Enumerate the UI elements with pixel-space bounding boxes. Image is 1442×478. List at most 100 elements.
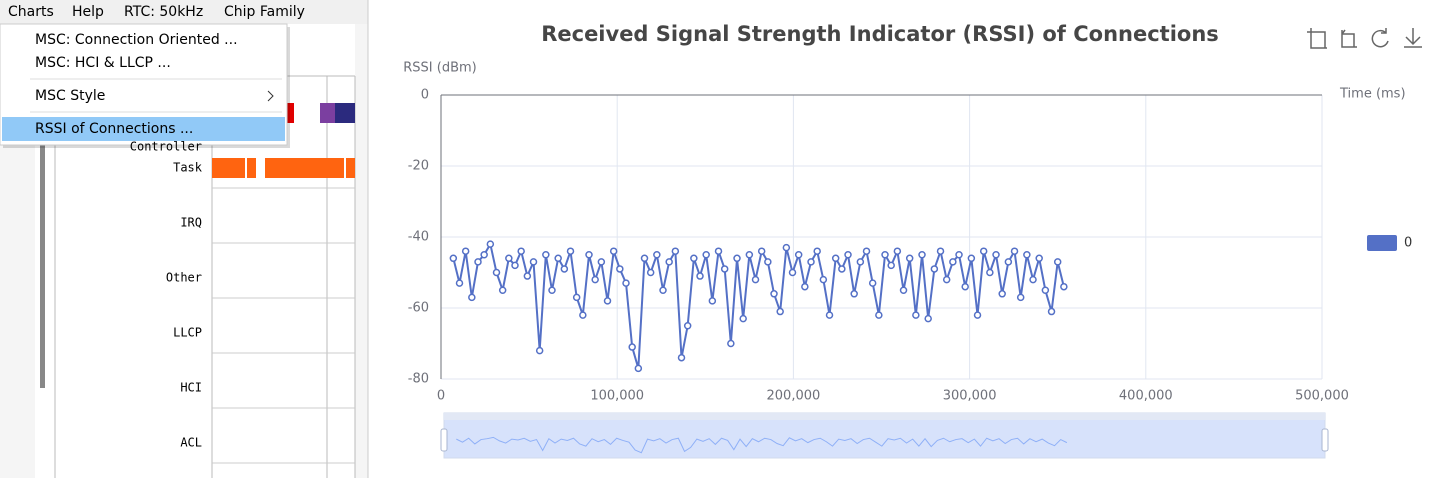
- data-point: [782, 243, 791, 252]
- x-tick-label: 400,000: [1119, 389, 1173, 404]
- data-point: [585, 251, 593, 259]
- highlight: [2, 117, 285, 141]
- data-point: [659, 286, 667, 294]
- activity-bar: [212, 158, 355, 178]
- data-point: [720, 265, 729, 273]
- data-point: [727, 339, 735, 348]
- data-point: [967, 254, 976, 263]
- data-point: [1023, 251, 1031, 259]
- menubar: [0, 0, 368, 24]
- data-point: [831, 254, 840, 263]
- menu-charts[interactable]: Charts: [8, 4, 54, 20]
- row-label: Controller: [130, 140, 202, 154]
- gap: [344, 158, 346, 178]
- row-label: HCI: [180, 381, 202, 395]
- data-point: [640, 254, 649, 263]
- data-point: [992, 251, 1000, 259]
- gap: [245, 158, 247, 178]
- data-point: [690, 254, 698, 263]
- data-point: [591, 275, 599, 284]
- menu-item[interactable]: MSC Style: [35, 88, 105, 104]
- activity-bar: [320, 103, 335, 123]
- menu-item[interactable]: MSC: HCI & LLCP ...: [35, 55, 171, 71]
- menu-item[interactable]: RSSI of Connections ...: [35, 121, 193, 137]
- data-point: [468, 293, 476, 302]
- data-point: [634, 364, 643, 373]
- data-point: [653, 251, 661, 259]
- data-point: [856, 258, 865, 266]
- data-point: [498, 286, 507, 294]
- zoom-reset-icon[interactable]: [1341, 29, 1357, 48]
- y-tick-label: 0: [421, 88, 429, 103]
- data-point: [819, 275, 828, 284]
- data-point: [850, 290, 858, 298]
- slider-preview: [456, 436, 1068, 454]
- data-point: [887, 261, 895, 270]
- data-point: [912, 311, 920, 319]
- data-point: [517, 247, 525, 255]
- data-point: [973, 311, 982, 319]
- data-point: [702, 251, 710, 259]
- data-point: [628, 343, 636, 351]
- data-point: [1010, 247, 1019, 255]
- restore-icon[interactable]: [1371, 28, 1389, 48]
- data-point: [548, 286, 556, 294]
- data-point: [1060, 282, 1068, 291]
- data-point: [936, 247, 945, 255]
- menu-item[interactable]: MSC: Connection Oriented ...: [35, 32, 238, 48]
- x-tick-label: 500,000: [1295, 389, 1349, 404]
- row-label: ACL: [180, 436, 202, 450]
- data-point: [942, 275, 951, 284]
- data-point: [776, 307, 784, 316]
- data-point: [838, 265, 846, 273]
- data-point: [881, 251, 889, 259]
- y-tick-label: -80: [408, 372, 429, 387]
- data-point: [523, 272, 532, 280]
- data-point: [733, 254, 741, 263]
- y-axis-label: RSSI (dBm): [403, 61, 476, 76]
- y-tick-label: -40: [408, 230, 429, 245]
- save-icon[interactable]: [1404, 28, 1422, 48]
- data-point: [930, 265, 939, 273]
- data-point: [696, 272, 704, 280]
- row-label: Other: [166, 271, 202, 285]
- y-tick-label: -20: [408, 159, 429, 174]
- data-point: [505, 254, 513, 263]
- menu-help[interactable]: Help: [72, 4, 104, 20]
- y-tick-label: -60: [408, 301, 429, 316]
- data-point: [986, 268, 994, 277]
- data-point: [739, 314, 747, 323]
- data-point: [665, 258, 673, 266]
- x-tick-label: 300,000: [943, 389, 997, 404]
- data-point: [764, 258, 772, 266]
- data-point: [622, 279, 630, 287]
- row-label: IRQ: [180, 216, 202, 230]
- data-point: [924, 314, 932, 323]
- data-point: [511, 261, 519, 270]
- row-lines: [212, 187, 355, 464]
- data-point: [646, 268, 655, 277]
- data-point: [474, 258, 482, 266]
- data-point: [554, 254, 562, 263]
- data-point: [979, 247, 988, 255]
- data-point: [918, 251, 926, 259]
- x-tick-label: 100,000: [590, 389, 644, 404]
- menu-rtc[interactable]: RTC: 50kHz: [124, 4, 203, 20]
- data-point: [998, 290, 1006, 298]
- data-point: [905, 254, 914, 263]
- data-point: [875, 311, 883, 319]
- menu-chip[interactable]: Chip Family: [224, 4, 305, 20]
- data-point: [609, 247, 618, 255]
- data-point: [1041, 286, 1050, 294]
- row-label: Task: [173, 161, 203, 175]
- data-point: [844, 251, 852, 259]
- data-point: [751, 275, 760, 284]
- x-tick-label: 200,000: [767, 389, 821, 404]
- data-point: [862, 247, 871, 255]
- zoom-icon[interactable]: [1307, 28, 1327, 49]
- data-point: [572, 293, 581, 302]
- data-point: [616, 265, 624, 273]
- data-point: [745, 251, 754, 259]
- slider-handle: [440, 428, 448, 452]
- data-point: [794, 251, 803, 259]
